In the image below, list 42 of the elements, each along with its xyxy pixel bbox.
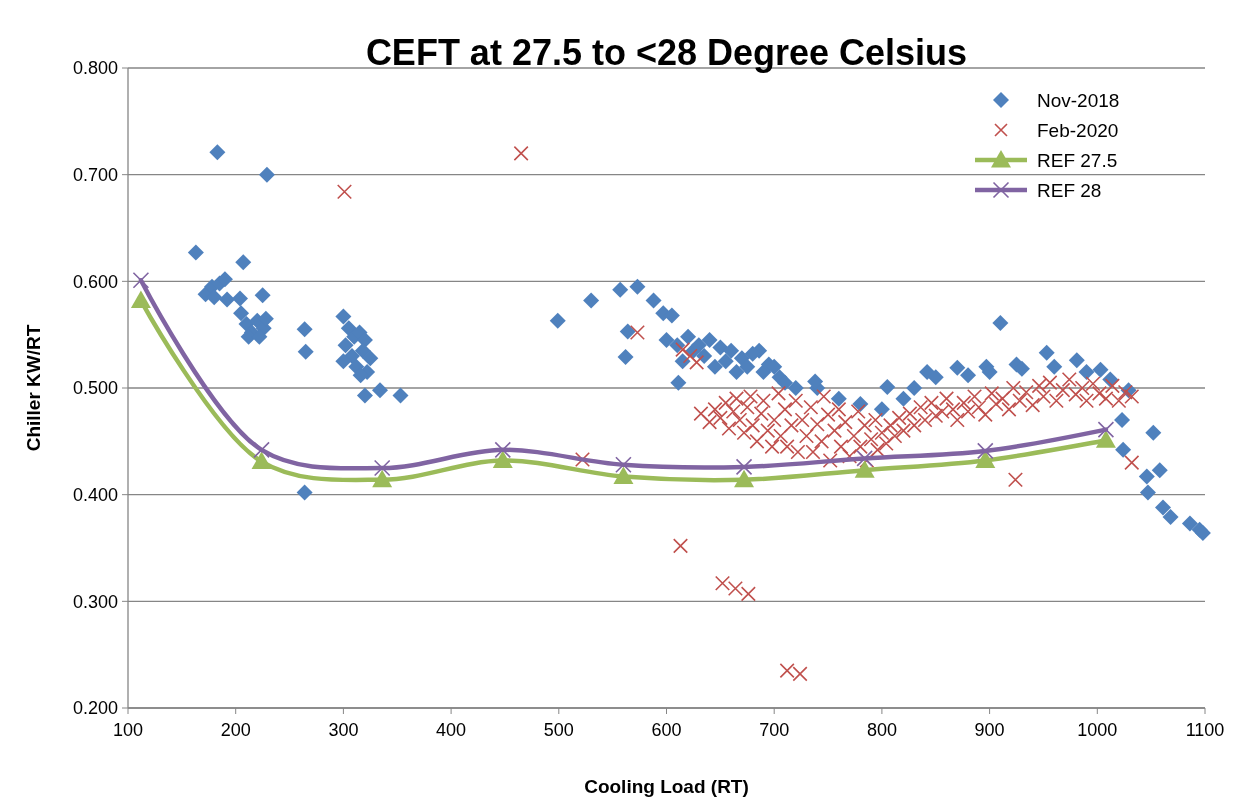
x-tick-label: 700 <box>759 720 790 740</box>
legend-label: Feb-2020 <box>1037 119 1119 141</box>
x-tick-label: 800 <box>866 720 897 740</box>
legend-label: Nov-2018 <box>1037 89 1120 111</box>
x-tick-label: 900 <box>974 720 1005 740</box>
x-tick-label: 200 <box>220 720 251 740</box>
x-tick-label: 400 <box>436 720 467 740</box>
y-tick-label: 0.200 <box>72 698 118 719</box>
chart-title: CEFT at 27.5 to <28 Degree Celsius <box>365 32 968 73</box>
point <box>854 460 875 478</box>
point <box>613 466 634 485</box>
point <box>132 271 150 289</box>
point <box>372 469 393 488</box>
point <box>615 456 632 474</box>
y-tick-label: 0.400 <box>72 484 118 505</box>
legend-label: REF 28 <box>1037 179 1102 201</box>
y-tick-label: 0.500 <box>72 378 118 399</box>
point <box>975 450 996 469</box>
x-tick-label: 500 <box>543 720 574 740</box>
x-axis-title: Cooling Load (RT) <box>584 776 749 797</box>
point <box>492 450 513 469</box>
x-tick-label: 600 <box>651 720 682 740</box>
point <box>734 469 755 488</box>
point <box>976 442 994 460</box>
y-tick-label: 0.800 <box>72 58 118 79</box>
point <box>373 459 391 477</box>
x-tick-label: 100 <box>112 720 144 740</box>
point <box>251 451 272 470</box>
point <box>253 441 270 459</box>
point <box>1095 430 1116 448</box>
y-tick-label: 0.300 <box>72 591 118 612</box>
point <box>130 290 151 309</box>
legend-label: REF 27.5 <box>1037 149 1118 171</box>
point <box>1097 421 1115 438</box>
x-tick-label: 300 <box>328 720 359 740</box>
x-tick-label: 1100 <box>1185 720 1225 740</box>
point <box>735 458 753 476</box>
y-axis-title: Chiller KW/RT <box>23 324 44 452</box>
y-tick-label: 0.700 <box>72 164 118 185</box>
y-tick-label: 0.600 <box>72 271 118 292</box>
point <box>494 441 512 459</box>
x-tick-label: 1000 <box>1077 720 1118 740</box>
